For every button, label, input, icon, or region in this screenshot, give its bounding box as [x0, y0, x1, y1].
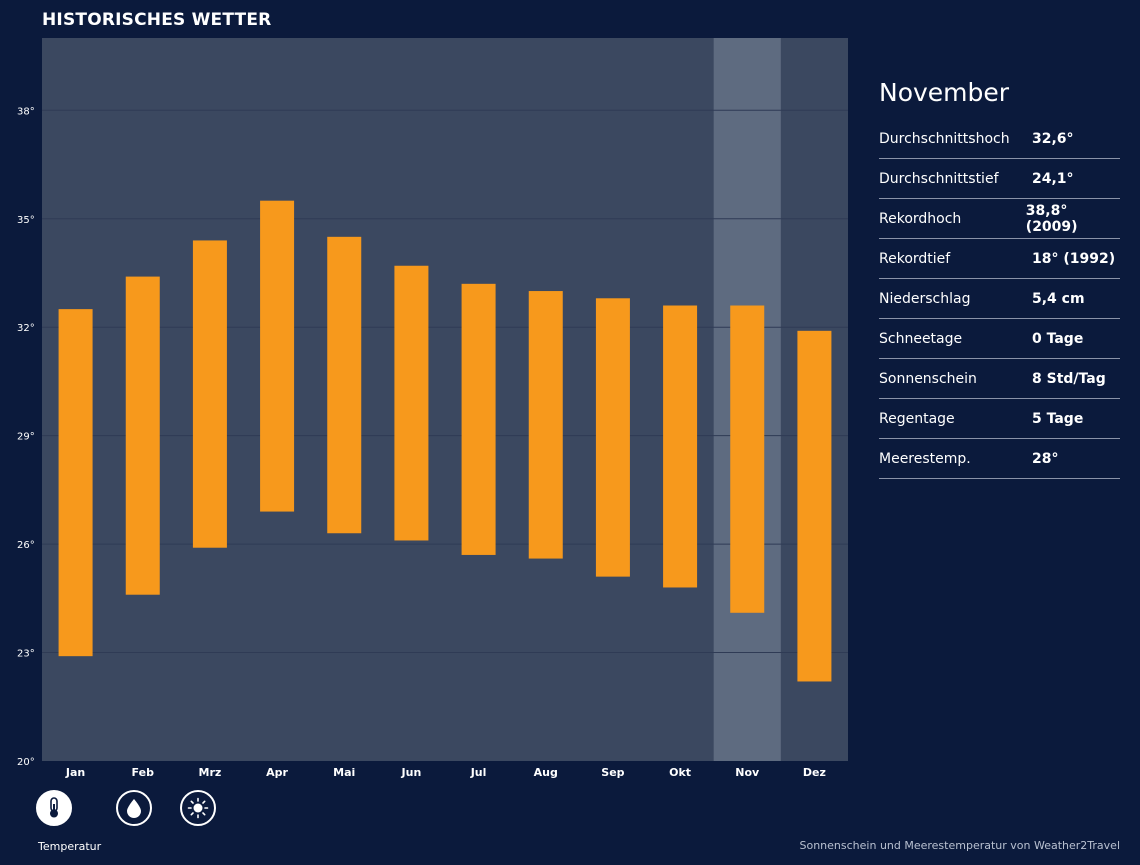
x-tick-label[interactable]: Sep [601, 766, 624, 779]
x-tick-label[interactable]: Mai [333, 766, 355, 779]
y-tick-label: 23° [17, 649, 35, 660]
y-tick-label: 38° [17, 106, 35, 117]
x-tick-label[interactable]: Jul [470, 766, 487, 779]
stat-value: 38,8° (2009) [1025, 202, 1078, 235]
stat-value: 5 Tage [1032, 410, 1084, 427]
x-tick-label[interactable]: Aug [534, 766, 558, 779]
stat-row: Rekordtief 18° (1992) [879, 239, 1120, 279]
temperature-range-bar[interactable] [192, 240, 227, 548]
stat-label: Durchschnittstief [879, 170, 999, 187]
stat-value: 28° [1032, 450, 1059, 467]
stat-value: 18° (1992) [1032, 250, 1116, 267]
active-mode-label: Temperatur [38, 840, 102, 853]
stat-row: Durchschnittstief 24,1° [879, 159, 1120, 199]
precipitation-mode-button[interactable] [116, 790, 152, 826]
temperature-range-bar[interactable] [394, 265, 429, 541]
y-tick-label: 32° [17, 323, 35, 334]
y-tick-label: 35° [17, 215, 35, 226]
temperature-range-bar[interactable] [125, 276, 160, 595]
stat-value: 8 Std/Tag [1032, 370, 1106, 387]
sun-icon [187, 797, 209, 819]
y-tick-label: 29° [17, 432, 35, 443]
temperature-range-bar[interactable] [461, 283, 496, 555]
stat-row: Rekordhoch 38,8° (2009) [879, 199, 1120, 239]
temperature-range-bar[interactable] [663, 305, 698, 588]
page-title: HISTORISCHES WETTER [42, 10, 272, 30]
temperature-chart: 20° 23° 26° 29° 32° 35° 38° Jan Feb Mrz Apr Mai Jun… [17, 38, 848, 779]
temperature-mode-button[interactable] [36, 790, 72, 826]
detail-month-title: November [879, 78, 1010, 107]
stat-row: Meerestemp. 28° [879, 439, 1120, 479]
temperature-range-bar[interactable] [58, 309, 93, 657]
stat-row: Durchschnittshoch 32,6° [879, 119, 1120, 159]
x-tick-label[interactable]: Nov [735, 766, 760, 779]
stat-label: Schneetage [879, 330, 963, 347]
x-tick-label[interactable]: Mrz [199, 766, 222, 779]
temperature-range-bar[interactable] [528, 291, 563, 559]
stat-value: 5,4 cm [1032, 290, 1085, 307]
raindrop-icon [127, 799, 141, 818]
x-tick-label[interactable]: Okt [669, 766, 691, 779]
thermometer-icon [50, 797, 58, 818]
stat-value: 24,1° [1032, 170, 1074, 187]
stat-label: Rekordtief [879, 250, 951, 267]
sunshine-mode-button[interactable] [180, 790, 216, 826]
stat-label: Meerestemp. [879, 450, 971, 467]
x-tick-label[interactable]: Dez [803, 766, 826, 779]
stat-label: Sonnenschein [879, 370, 977, 387]
stat-row: Regentage 5 Tage [879, 399, 1120, 439]
x-tick-label[interactable]: Apr [266, 766, 288, 779]
stat-label: Niederschlag [879, 290, 971, 307]
stat-row: Schneetage 0 Tage [879, 319, 1120, 359]
y-tick-label: 20° [17, 757, 35, 768]
temperature-range-bar[interactable] [260, 200, 295, 512]
stat-value: 32,6° [1032, 130, 1074, 147]
temperature-range-bar[interactable] [595, 298, 630, 577]
temperature-range-bar[interactable] [797, 330, 832, 682]
stat-label: Rekordhoch [879, 210, 962, 227]
stat-row: Sonnenschein 8 Std/Tag [879, 359, 1120, 399]
temperature-range-bar[interactable] [730, 305, 765, 613]
y-tick-label: 26° [17, 540, 35, 551]
x-tick-label[interactable]: Feb [132, 766, 155, 779]
x-tick-label[interactable]: Jan [65, 766, 85, 779]
temperature-range-bar[interactable] [327, 236, 362, 534]
stat-label: Durchschnittshoch [879, 130, 1010, 147]
source-credit: Sonnenschein und Meerestemperatur von We… [799, 839, 1121, 852]
stat-label: Regentage [879, 410, 955, 427]
stat-row: Niederschlag 5,4 cm [879, 279, 1120, 319]
stat-list: Durchschnittshoch 32,6° Durchschnittstief 2… [879, 119, 1120, 479]
month-detail-panel: November Durchschnittshoch 32,6° Durchschn… [879, 78, 1120, 479]
x-tick-label[interactable]: Jun [401, 766, 422, 779]
stat-value: 0 Tage [1032, 330, 1084, 347]
